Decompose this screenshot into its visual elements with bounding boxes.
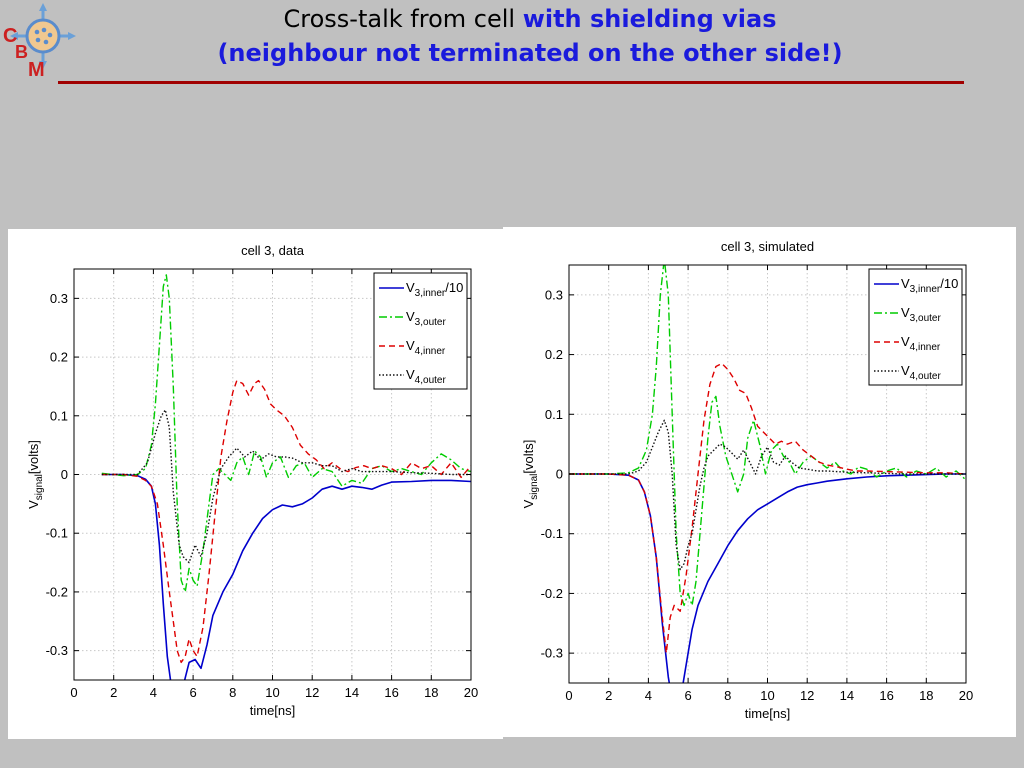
cbm-logo: C B M: [3, 3, 76, 78]
data-y-axis-label: Vsignal[volts]: [26, 440, 45, 509]
y-tick-label: 0.2: [50, 350, 68, 365]
title-plain-text: Cross-talk from cell: [283, 5, 523, 33]
x-tick-label: 10: [265, 685, 279, 700]
y-tick-label: 0: [556, 467, 563, 482]
sim-legend: V3,inner/10 V3,outer V4,inner V4,outer: [868, 268, 963, 386]
x-tick-label: 2: [605, 688, 612, 703]
x-tick-label: 20: [959, 688, 973, 703]
slide-title: Cross-talk from cell with shielding vias…: [120, 2, 940, 70]
x-tick-label: 18: [424, 685, 438, 700]
title-line-2: (neighbour not terminated on the other s…: [217, 39, 843, 67]
y-tick-label: -0.1: [46, 526, 68, 541]
legend-entry-label: V4,inner: [406, 338, 446, 357]
legend-entry-label: V4,outer: [901, 363, 941, 382]
y-tick-label: 0.3: [545, 287, 563, 302]
x-tick-label: 16: [384, 685, 398, 700]
legend-entry-label: V3,outer: [901, 305, 941, 324]
data-legend: V3,inner/10 V3,outer V4,inner V4,outer: [373, 272, 468, 390]
sim-chart-title: cell 3, simulated: [721, 239, 814, 254]
legend-box: [868, 268, 963, 386]
legend-entry-label: V4,outer: [406, 367, 446, 386]
series-line-v3-inner-10: [101, 473, 471, 680]
logo-letter-c: C: [3, 25, 17, 47]
chart-data-svg: cell 3, data 0 2 4 6 8 10 12 14 16 18 20 -0.3 -0.2 -0.…: [26, 243, 478, 718]
y-tick-label: 0.1: [545, 407, 563, 422]
sim-series-group: [569, 265, 966, 683]
chart-simulated-svg: cell 3, simulated 0 2 4 6 8 10 12 14 16 18 20 -0.3 -0…: [521, 239, 973, 721]
title-emphasis-text: with shielding vias: [522, 5, 777, 33]
chart-panel-simulated: cell 3, simulated 0 2 4 6 8 10 12 14 16 18 20 -0.3 -0…: [503, 227, 1016, 737]
x-tick-label: 6: [684, 688, 691, 703]
x-tick-label: 8: [229, 685, 236, 700]
x-tick-label: 12: [305, 685, 319, 700]
x-tick-label: 4: [150, 685, 157, 700]
y-tick-label: 0.3: [50, 291, 68, 306]
data-x-axis-label: time[ns]: [250, 703, 296, 718]
x-tick-label: 16: [879, 688, 893, 703]
x-tick-label: 20: [464, 685, 478, 700]
x-tick-label: 6: [189, 685, 196, 700]
x-tick-label: 10: [760, 688, 774, 703]
sim-x-axis-label: time[ns]: [745, 706, 791, 721]
y-tick-label: -0.3: [541, 646, 563, 661]
logo-emblem-icon: [10, 3, 76, 69]
legend-entry-label: V3,inner/10: [901, 276, 958, 295]
x-tick-label: 12: [800, 688, 814, 703]
series-line-v3-inner-10: [569, 473, 966, 683]
data-chart-title: cell 3, data: [241, 243, 305, 258]
x-tick-label: 0: [70, 685, 77, 700]
series-line-v4-inner: [101, 379, 471, 664]
y-tick-label: -0.2: [541, 586, 563, 601]
legend-entry-label: V3,inner/10: [406, 280, 463, 299]
y-tick-label: 0: [61, 467, 68, 482]
title-line-1: Cross-talk from cell with shielding vias: [120, 2, 940, 36]
y-tick-label: 0.2: [545, 347, 563, 362]
series-line-v4-outer: [569, 419, 966, 571]
legend-box: [373, 272, 468, 390]
title-underline: [58, 81, 964, 84]
legend-entry-label: V3,outer: [406, 309, 446, 328]
chart-panel-data: cell 3, data 0 2 4 6 8 10 12 14 16 18 20 -0.3 -0.2 -0.…: [8, 229, 503, 739]
y-tick-label: 0.1: [50, 408, 68, 423]
x-tick-label: 2: [110, 685, 117, 700]
sim-y-axis-label: Vsignal[volts]: [521, 440, 540, 509]
logo-letter-b: B: [15, 42, 28, 62]
series-line-v3-outer: [101, 274, 471, 593]
x-tick-label: 4: [645, 688, 652, 703]
x-tick-label: 14: [345, 685, 359, 700]
series-line-v4-outer: [101, 409, 471, 564]
series-line-v4-inner: [569, 362, 966, 654]
y-tick-label: -0.2: [46, 584, 68, 599]
series-line-v3-outer: [569, 265, 966, 607]
legend-entry-label: V4,inner: [901, 334, 941, 353]
x-tick-label: 14: [840, 688, 854, 703]
x-tick-label: 8: [724, 688, 731, 703]
x-tick-label: 0: [565, 688, 572, 703]
y-tick-label: -0.3: [46, 643, 68, 658]
data-series-group: [101, 274, 471, 680]
y-tick-label: -0.1: [541, 526, 563, 541]
logo-letter-m: M: [28, 59, 45, 78]
x-tick-label: 18: [919, 688, 933, 703]
